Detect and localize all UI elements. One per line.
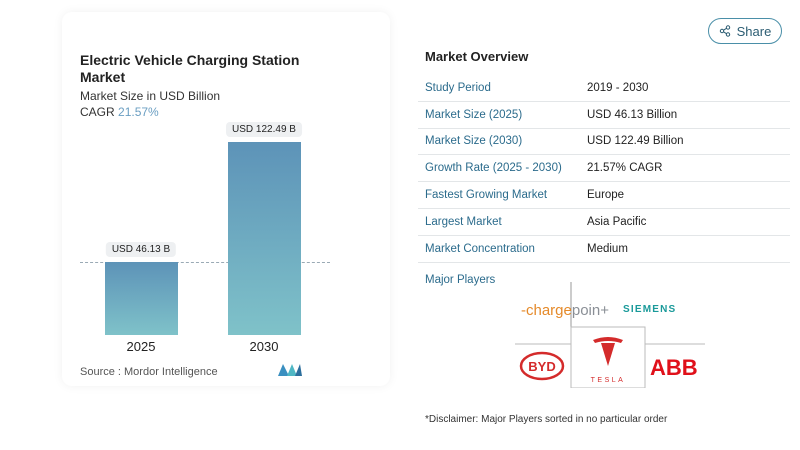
- svg-text:BYD: BYD: [528, 359, 555, 374]
- row-value: Asia Pacific: [587, 215, 647, 228]
- table-row: Study Period 2019 - 2030: [418, 75, 790, 102]
- major-players-label: Major Players: [425, 274, 496, 286]
- table-row: Largest Market Asia Pacific: [418, 209, 790, 236]
- row-value: Europe: [587, 189, 625, 202]
- bar-2025: [105, 262, 178, 335]
- cagr-label: CAGR: [80, 105, 115, 119]
- table-row: Fastest Growing Market Europe: [418, 182, 790, 209]
- svg-text:TESLA: TESLA: [591, 377, 626, 384]
- reference-line: [80, 262, 330, 263]
- row-value: USD 122.49 Billion: [587, 135, 684, 148]
- x-tick-label: 2030: [249, 339, 279, 354]
- cagr: CAGR 21.57%: [80, 105, 159, 119]
- table-row: Growth Rate (2025 - 2030) 21.57% CAGR: [418, 155, 790, 183]
- bar-2030: [228, 142, 301, 335]
- share-label: Share: [736, 23, 772, 39]
- share-button[interactable]: Share: [708, 18, 782, 44]
- row-label: Growth Rate (2025 - 2030): [425, 162, 562, 175]
- overview-title: Market Overview: [425, 49, 529, 64]
- table-row: Market Size (2030) USD 122.49 Billion: [418, 129, 790, 156]
- chart-subtitle: Market Size in USD Billion: [80, 89, 221, 103]
- tesla-logo: TESLA: [591, 337, 626, 384]
- source: Source : Mordor Intelligence: [80, 366, 218, 378]
- x-tick-label: 2025: [126, 339, 156, 354]
- svg-text:SIEMENS: SIEMENS: [623, 304, 676, 315]
- row-label: Market Size (2030): [425, 135, 523, 148]
- data-label: USD 122.49 B: [226, 122, 302, 137]
- row-value: 21.57% CAGR: [587, 162, 663, 175]
- share-icon: [719, 25, 730, 37]
- chargepoint-logo: -chargepoin+: [521, 302, 609, 319]
- row-label: Market Size (2025): [425, 108, 523, 121]
- chart-title: Electric Vehicle Charging Station Market: [80, 52, 300, 85]
- row-label: Largest Market: [425, 215, 502, 228]
- row-label: Market Concentration: [425, 242, 535, 255]
- byd-logo: BYD: [519, 351, 565, 381]
- major-players-logos: -chargepoin+ SIEMENS BYD TESLA ABB: [515, 282, 705, 388]
- row-value: 2019 - 2030: [587, 81, 649, 94]
- data-label: USD 46.13 B: [105, 242, 177, 258]
- abb-logo: ABB: [650, 355, 698, 380]
- svg-text:ABB: ABB: [650, 355, 698, 380]
- row-label: Study Period: [425, 81, 491, 94]
- mordor-logo-icon: [278, 364, 302, 376]
- siemens-logo: SIEMENS: [623, 304, 676, 315]
- cagr-value: 21.57%: [118, 105, 159, 119]
- row-value: USD 46.13 Billion: [587, 108, 678, 121]
- table-row: Market Size (2025) USD 46.13 Billion: [418, 102, 790, 129]
- disclaimer: *Disclaimer: Major Players sorted in no …: [425, 414, 668, 425]
- overview-table: Study Period 2019 - 2030 Market Size (202…: [418, 75, 790, 263]
- row-value: Medium: [587, 242, 628, 255]
- svg-text:-chargepoin+: -chargepoin+: [521, 302, 609, 319]
- table-row: Market Concentration Medium: [418, 236, 790, 263]
- row-label: Fastest Growing Market: [425, 189, 548, 202]
